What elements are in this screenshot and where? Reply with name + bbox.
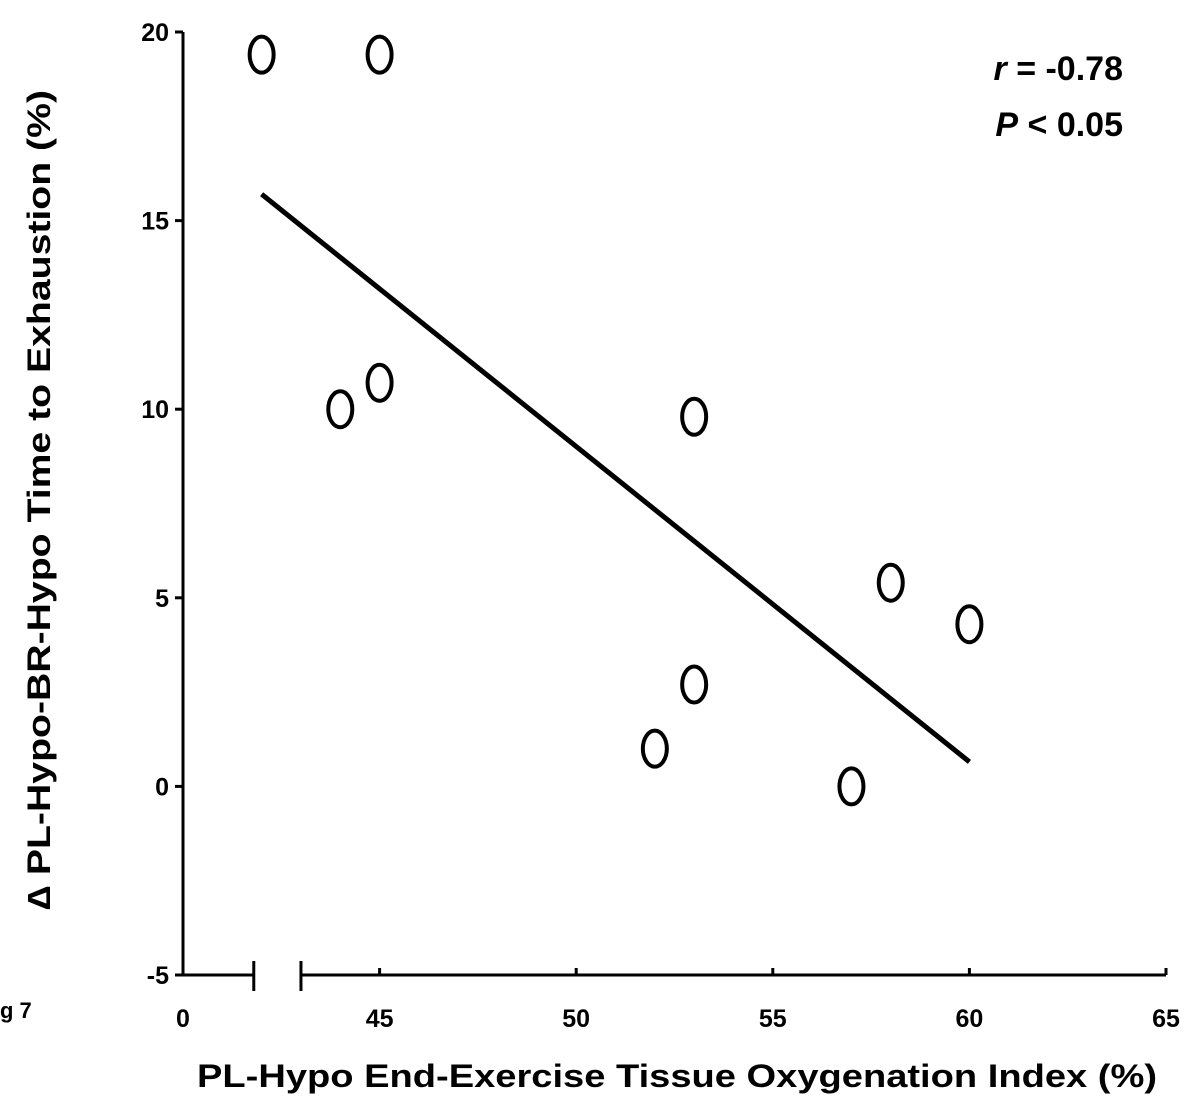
annotation-symbol: r xyxy=(994,50,1009,88)
annotation-text: = -0.78 xyxy=(1016,50,1123,88)
y-tick-label: 15 xyxy=(141,208,169,236)
trend-line xyxy=(260,192,971,764)
y-tick-label: 20 xyxy=(141,19,169,47)
data-point xyxy=(955,604,984,645)
data-point xyxy=(326,389,355,430)
annotation: r = -0.78 xyxy=(994,50,1124,88)
data-point xyxy=(680,664,709,705)
y-axis-title: ∆ PL-Hypo-BR-Hypo Time to Exhaustion (%) xyxy=(21,90,57,910)
annotation: P < 0.05 xyxy=(995,106,1123,144)
data-point xyxy=(365,34,394,75)
y-tick-label: 0 xyxy=(155,773,169,801)
x-tick-label: 65 xyxy=(1152,1005,1180,1033)
x-tick-label: 0 xyxy=(176,1005,190,1033)
x-tick-label: 55 xyxy=(759,1005,787,1033)
data-point xyxy=(837,766,866,807)
y-tick-label: -5 xyxy=(147,962,169,990)
data-point xyxy=(247,34,276,75)
figure-label: g 7 xyxy=(0,998,32,1023)
x-axis-title: PL-Hypo End-Exercise Tissue Oxygenation … xyxy=(197,1058,1157,1094)
annotation-symbol: P xyxy=(995,106,1018,144)
x-tick-label: 60 xyxy=(955,1005,983,1033)
data-point xyxy=(876,562,905,603)
x-tick-label: 45 xyxy=(366,1005,394,1033)
y-tick-label: 5 xyxy=(155,585,169,613)
data-point xyxy=(680,396,709,437)
annotation-text: < 0.05 xyxy=(1028,106,1123,144)
y-tick-label: 10 xyxy=(141,396,169,424)
data-point xyxy=(365,362,394,403)
x-tick-label: 50 xyxy=(562,1005,590,1033)
data-point xyxy=(640,728,669,769)
